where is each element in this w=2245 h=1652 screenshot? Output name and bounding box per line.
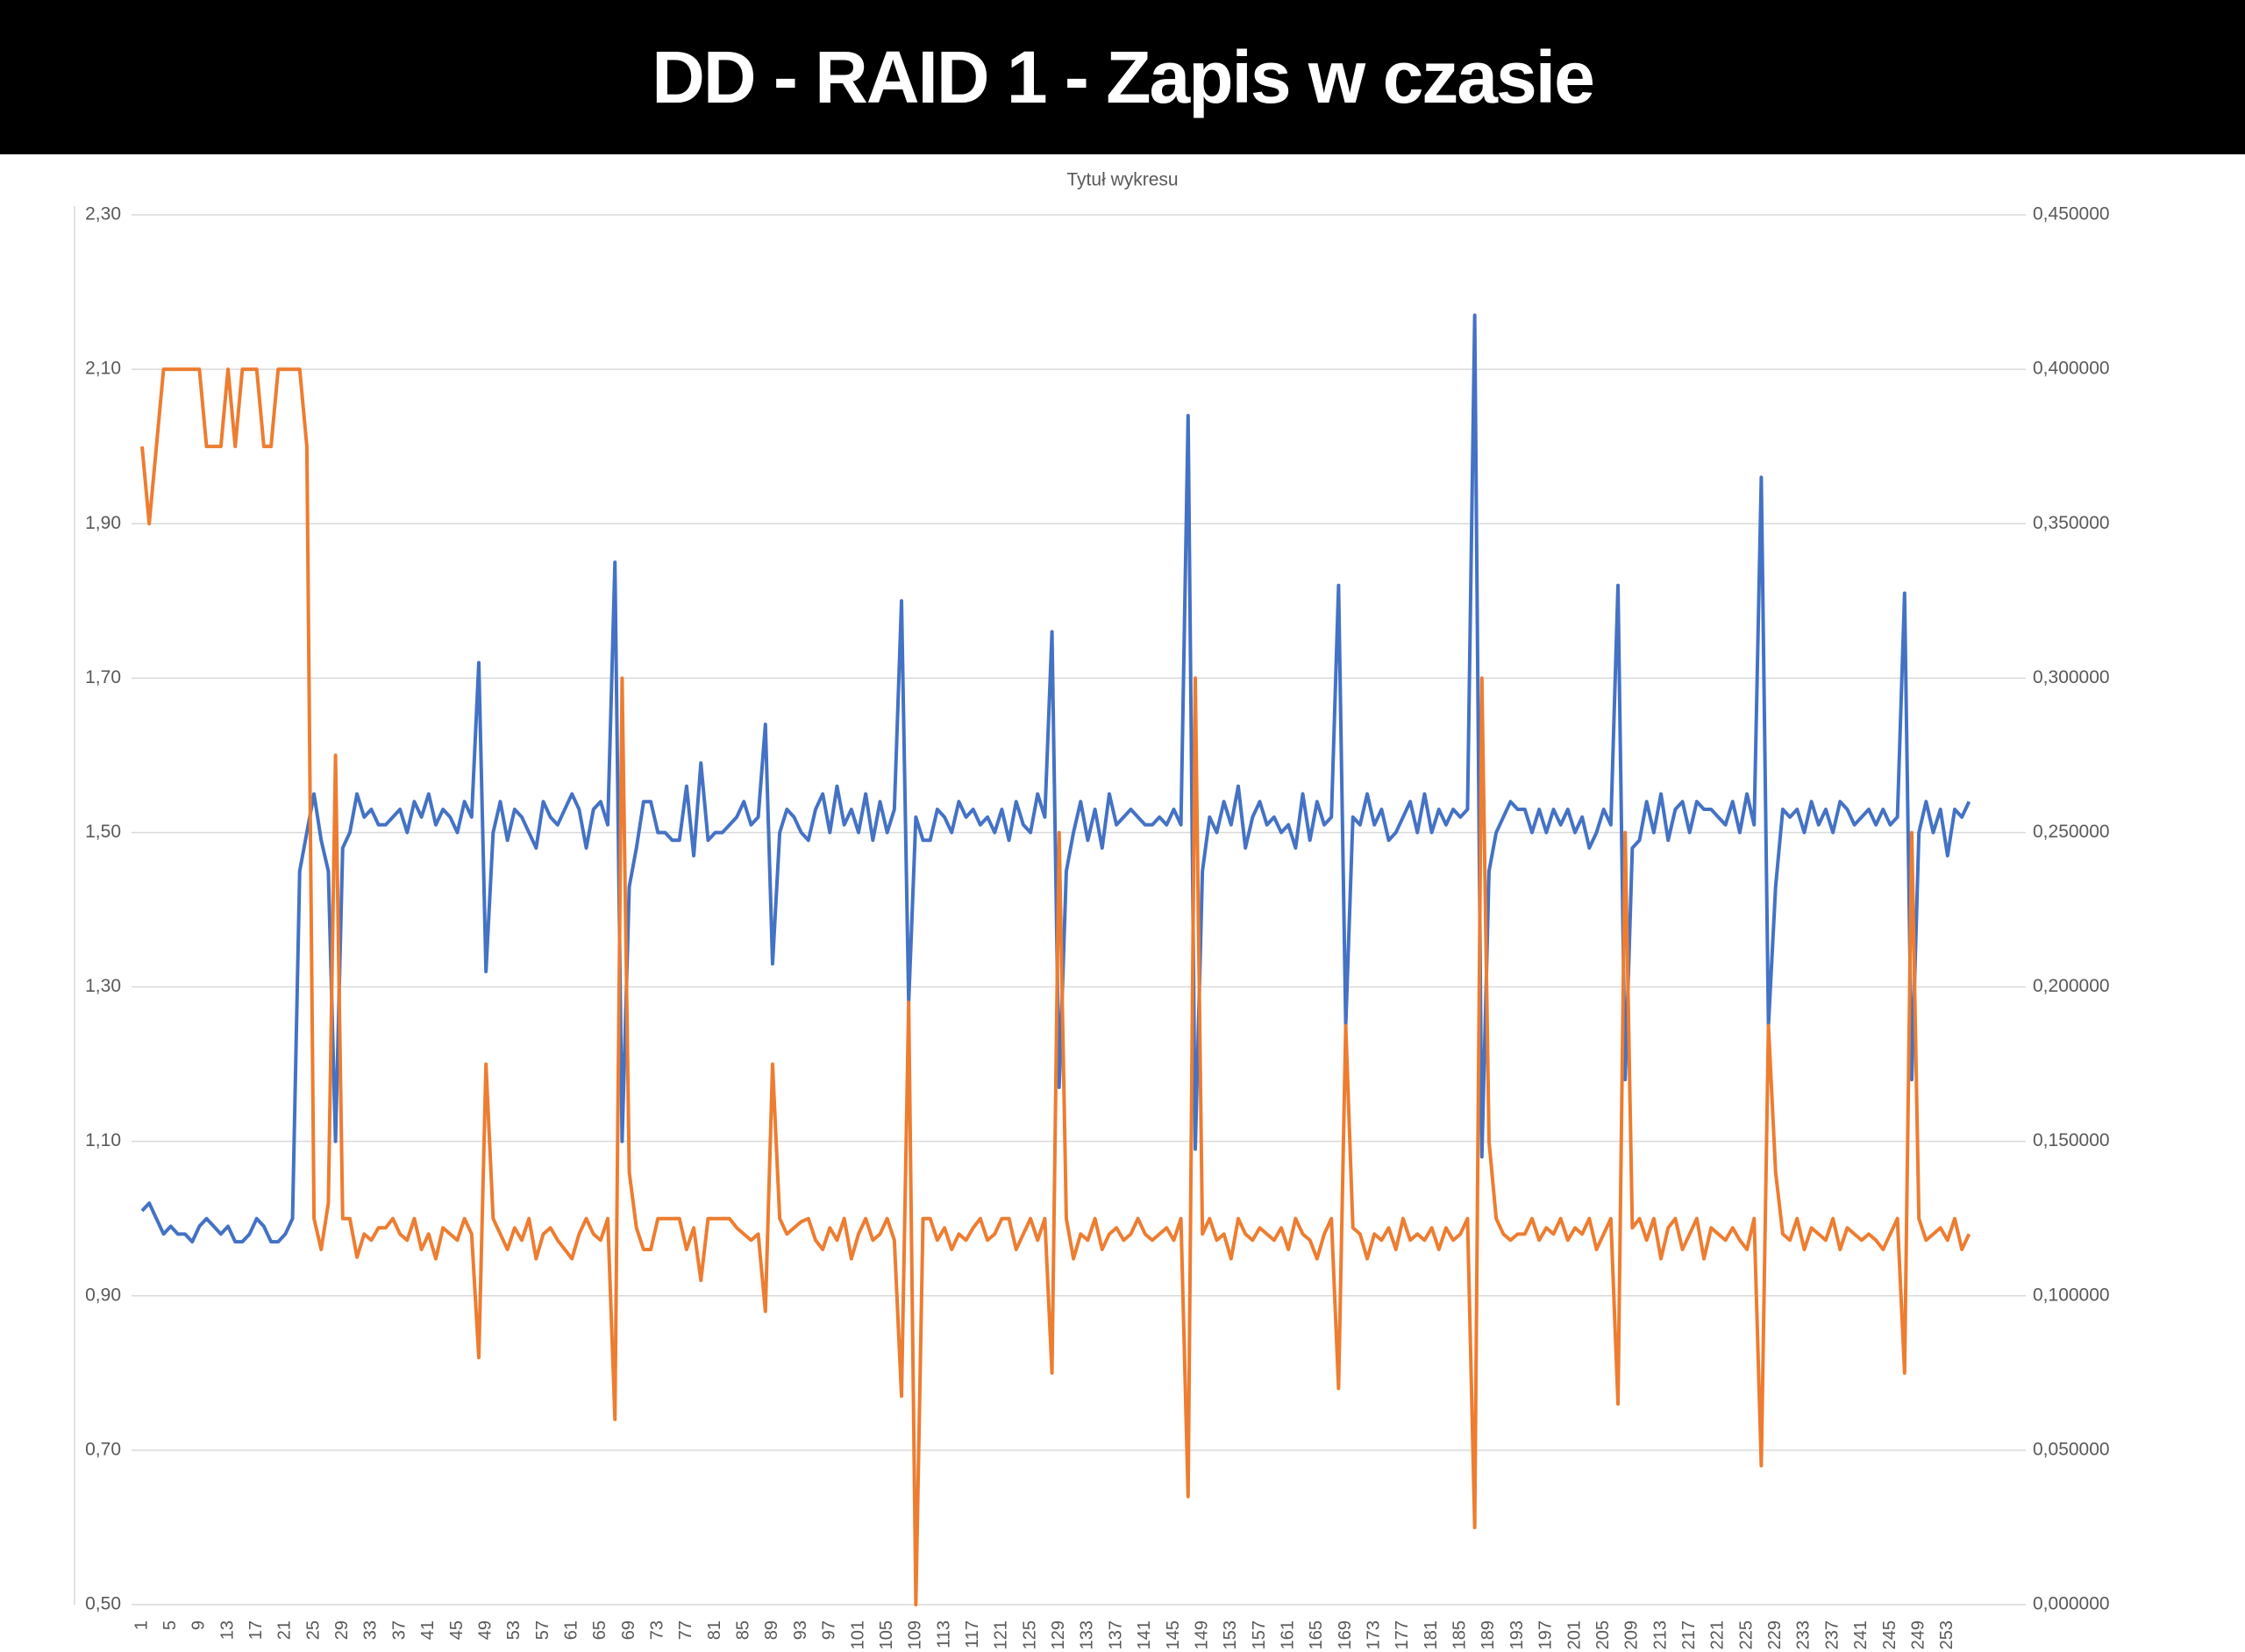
x-tick-label: 21: [275, 1620, 295, 1640]
x-tick-label: 65: [590, 1620, 609, 1640]
y2-tick-label: 0,200000: [2033, 976, 2110, 996]
y2-tick-label: 0,050000: [2033, 1439, 2110, 1459]
x-tick-label: 101: [848, 1620, 867, 1649]
x-tick-label: 189: [1479, 1620, 1498, 1649]
page-title: DD - RAID 1 - Zapis w czasie: [652, 36, 1595, 118]
x-tick-label: 137: [1106, 1620, 1125, 1649]
x-tick-label: 245: [1880, 1620, 1899, 1649]
x-tick-label: 105: [877, 1620, 896, 1649]
y2-tick-label: 0,250000: [2033, 822, 2110, 842]
x-tick-label: 57: [533, 1620, 552, 1640]
x-tick-label: 77: [676, 1620, 695, 1640]
y-tick-label: 1,10: [85, 1130, 121, 1150]
series-line: [140, 367, 1971, 1606]
x-tick-label: 173: [1365, 1620, 1384, 1649]
x-tick-label: 185: [1450, 1620, 1470, 1649]
x-tick-label: 13: [217, 1620, 237, 1640]
x-tick-label: 149: [1192, 1620, 1211, 1649]
y2-tick-label: 0,150000: [2033, 1130, 2110, 1150]
x-tick-label: 129: [1049, 1620, 1068, 1649]
x-tick-label: 121: [992, 1620, 1011, 1649]
x-tick-label: 133: [1078, 1620, 1097, 1649]
x-tick-label: 25: [303, 1620, 323, 1640]
x-tick-label: 201: [1564, 1620, 1584, 1649]
x-tick-label: 93: [791, 1620, 810, 1640]
x-tick-label: 161: [1278, 1620, 1297, 1649]
x-tick-label: 69: [619, 1620, 638, 1640]
x-tick-label: 233: [1794, 1620, 1814, 1649]
y-tick-label: 1,30: [85, 976, 121, 996]
x-tick-label: 213: [1650, 1620, 1670, 1649]
x-tick-label: 169: [1336, 1620, 1355, 1649]
x-tick-label: 197: [1536, 1620, 1556, 1649]
x-tick-label: 125: [1020, 1620, 1039, 1649]
x-tick-label: 37: [389, 1620, 409, 1640]
x-tick-label: 165: [1307, 1620, 1326, 1649]
x-tick-label: 49: [475, 1620, 495, 1640]
x-tick-label: 85: [734, 1620, 753, 1640]
x-tick-label: 5: [160, 1620, 180, 1630]
x-tick-label: 229: [1765, 1620, 1785, 1649]
y-tick-label: 0,90: [85, 1285, 121, 1305]
x-tick-label: 237: [1822, 1620, 1842, 1649]
x-tick-label: 241: [1851, 1620, 1871, 1649]
y2-tick-label: 0,000000: [2033, 1594, 2110, 1614]
x-tick-label: 253: [1937, 1620, 1956, 1649]
x-tick-label: 53: [504, 1620, 524, 1640]
x-tick-label: 221: [1708, 1620, 1728, 1649]
x-tick-label: 17: [246, 1620, 266, 1640]
chart-subtitle: Tytuł wykresu: [1066, 170, 1178, 190]
y2-tick-label: 0,400000: [2033, 359, 2110, 379]
x-tick-label: 9: [189, 1620, 209, 1630]
y-tick-label: 2,30: [85, 204, 121, 224]
x-tick-label: 45: [447, 1620, 467, 1640]
x-tick-label: 97: [820, 1620, 839, 1640]
x-tick-label: 217: [1679, 1620, 1699, 1649]
x-tick-label: 1: [132, 1620, 151, 1630]
x-tick-label: 177: [1393, 1620, 1412, 1649]
x-tick-label: 89: [762, 1620, 781, 1640]
y-tick-label: 1,50: [85, 822, 121, 842]
y2-tick-label: 0,450000: [2033, 204, 2110, 224]
x-tick-label: 157: [1250, 1620, 1269, 1649]
series-line: [140, 313, 1971, 1244]
y-tick-label: 1,90: [85, 513, 121, 533]
y-tick-label: 0,70: [85, 1439, 121, 1459]
x-tick-label: 205: [1593, 1620, 1613, 1649]
header-bar: DD - RAID 1 - Zapis w czasie: [0, 0, 2245, 154]
y-tick-label: 1,70: [85, 667, 121, 687]
x-tick-label: 209: [1622, 1620, 1642, 1649]
x-tick-label: 73: [648, 1620, 667, 1640]
x-tick-label: 33: [361, 1620, 381, 1640]
x-tick-label: 225: [1736, 1620, 1756, 1649]
x-tick-label: 193: [1507, 1620, 1527, 1649]
y2-tick-label: 0,350000: [2033, 513, 2110, 533]
x-tick-label: 81: [705, 1620, 724, 1640]
x-tick-label: 109: [906, 1620, 925, 1649]
y2-tick-label: 0,300000: [2033, 667, 2110, 687]
x-tick-label: 41: [418, 1620, 438, 1640]
x-tick-label: 29: [332, 1620, 352, 1640]
x-tick-label: 141: [1135, 1620, 1154, 1649]
x-tick-label: 61: [561, 1620, 581, 1640]
x-tick-label: 113: [934, 1620, 953, 1648]
x-tick-label: 153: [1221, 1620, 1240, 1649]
x-tick-label: 249: [1908, 1620, 1928, 1649]
y2-tick-label: 0,100000: [2033, 1285, 2110, 1305]
x-tick-label: 181: [1422, 1620, 1441, 1649]
y-tick-label: 2,10: [85, 359, 121, 379]
x-tick-label: 117: [963, 1620, 982, 1648]
x-tick-label: 145: [1164, 1620, 1183, 1649]
y-tick-label: 0,50: [85, 1594, 121, 1614]
